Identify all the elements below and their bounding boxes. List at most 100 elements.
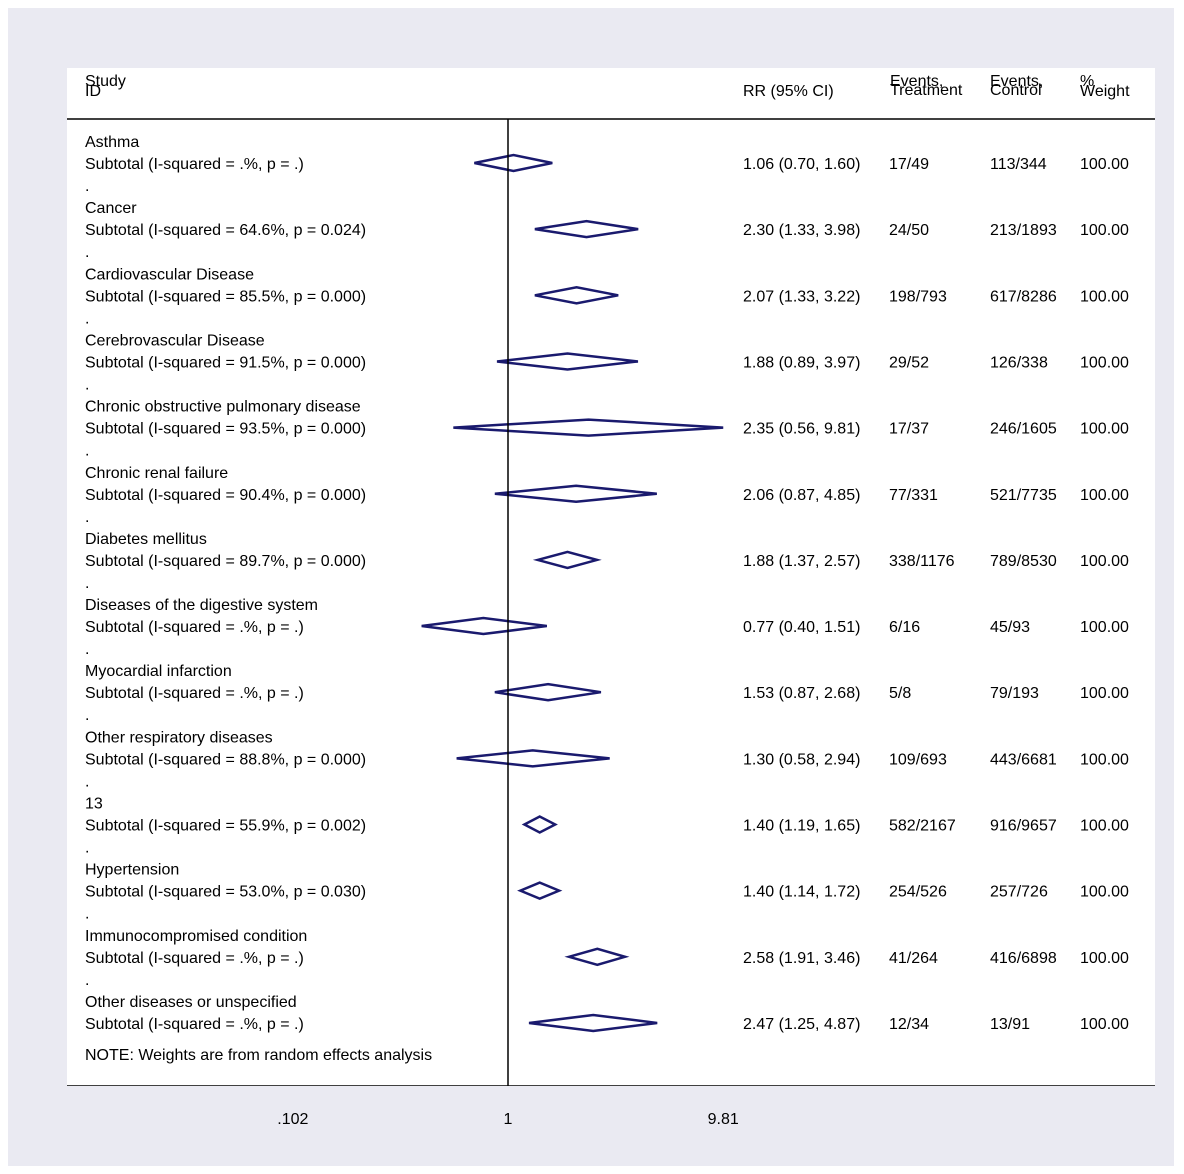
weight-value: 100.00: [1080, 685, 1129, 702]
rr-ci-value: 1.88 (1.37, 2.57): [743, 553, 860, 570]
header-events-treatment-1: Events,: [890, 73, 943, 90]
x-axis-tick-label: 1: [504, 1111, 513, 1128]
rr-ci-value: 1.30 (0.58, 2.94): [743, 751, 860, 768]
events-control-value: 521/7735: [990, 487, 1057, 504]
events-treatment-value: 254/526: [889, 884, 947, 901]
weight-value: 100.00: [1080, 156, 1129, 173]
weight-value: 100.00: [1080, 288, 1129, 305]
subtotal-label: Subtotal (I-squared = 64.6%, p = 0.024): [85, 222, 366, 239]
header-events-control-1: Events,: [990, 73, 1043, 90]
weight-value: 100.00: [1080, 222, 1129, 239]
events-treatment-value: 17/49: [889, 156, 929, 173]
row-separator: .: [85, 972, 89, 989]
events-control-value: 213/1893: [990, 222, 1057, 239]
pooled-diamond: [494, 682, 602, 702]
subtotal-label: Subtotal (I-squared = 89.7%, p = 0.000): [85, 553, 366, 570]
subgroup-10: Other respiratory diseases Subtotal (I-sq…: [85, 729, 1129, 790]
header-rr: RR (95% CI): [743, 83, 834, 100]
subgroup-3: Cardiovascular Disease Subtotal (I-square…: [85, 266, 1129, 327]
subgroup-rows: Asthma Subtotal (I-squared = .%, p = .) 1.…: [85, 134, 1129, 1033]
subgroup-9: Myocardial infarction Subtotal (I-squared…: [85, 663, 1129, 724]
events-control-value: 257/726: [990, 884, 1048, 901]
x-axis-tick-label: 9.81: [708, 1111, 739, 1128]
subgroup-14: Other diseases or unspecified Subtotal (I…: [85, 994, 1129, 1033]
events-treatment-value: 109/693: [889, 751, 947, 768]
subgroup-5: Chronic obstructive pulmonary disease Sub…: [85, 399, 1129, 460]
pooled-diamond: [453, 418, 724, 437]
subtotal-label: Subtotal (I-squared = .%, p = .): [85, 950, 304, 967]
weight-value: 100.00: [1080, 1016, 1129, 1033]
row-separator: .: [85, 840, 89, 857]
weight-value: 100.00: [1080, 818, 1129, 835]
pooled-diamond: [456, 749, 610, 768]
events-treatment-value: 77/331: [889, 487, 938, 504]
subtotal-label: Subtotal (I-squared = 55.9%, p = 0.002): [85, 818, 366, 835]
header-id: ID: [85, 83, 101, 100]
subgroup-11: 13 Subtotal (I-squared = 55.9%, p = 0.002…: [85, 796, 1129, 857]
subgroup-7: Diabetes mellitus Subtotal (I-squared = 8…: [85, 531, 1129, 592]
events-treatment-value: 5/8: [889, 685, 911, 702]
subtotal-label: Subtotal (I-squared = 91.5%, p = 0.000): [85, 354, 366, 371]
pooled-diamond: [474, 153, 553, 173]
subtotal-label: Subtotal (I-squared = .%, p = .): [85, 685, 304, 702]
rr-ci-value: 1.40 (1.19, 1.65): [743, 818, 860, 835]
pooled-diamond: [528, 1013, 658, 1033]
subgroup-name: Chronic renal failure: [85, 465, 228, 482]
row-separator: .: [85, 310, 89, 327]
subgroup-4: Cerebrovascular Disease Subtotal (I-squar…: [85, 332, 1129, 393]
pooled-diamond: [534, 219, 639, 239]
weight-value: 100.00: [1080, 487, 1129, 504]
events-control-value: 113/344: [990, 156, 1047, 173]
chart-frame: Study ID RR (95% CI) Events, Treatment E…: [8, 8, 1174, 1166]
weights-note: NOTE: Weights are from random effects an…: [85, 1047, 432, 1064]
row-separator: .: [85, 443, 89, 460]
subtotal-label: Subtotal (I-squared = 88.8%, p = 0.000): [85, 751, 366, 768]
subgroup-name: Hypertension: [85, 862, 179, 879]
subtotal-label: Subtotal (I-squared = 85.5%, p = 0.000): [85, 288, 366, 305]
row-separator: .: [85, 707, 89, 724]
subgroup-8: Diseases of the digestive system Subtotal…: [85, 597, 1129, 658]
subtotal-label: Subtotal (I-squared = 90.4%, p = 0.000): [85, 487, 366, 504]
weight-value: 100.00: [1080, 751, 1129, 768]
subgroup-1: Asthma Subtotal (I-squared = .%, p = .) 1.…: [85, 134, 1129, 195]
pooled-diamond: [564, 947, 630, 967]
rr-ci-value: 2.06 (0.87, 4.85): [743, 487, 860, 504]
row-separator: .: [85, 244, 89, 261]
events-treatment-value: 24/50: [889, 222, 929, 239]
subgroup-name: Immunocompromised condition: [85, 928, 307, 945]
events-control-value: 13/91: [990, 1016, 1030, 1033]
header-weight-2: Weight: [1080, 83, 1130, 100]
column-headers: Study ID RR (95% CI) Events, Treatment E…: [85, 73, 1130, 100]
weight-value: 100.00: [1080, 884, 1129, 901]
events-control-value: 246/1605: [990, 421, 1057, 438]
events-control-value: 617/8286: [990, 288, 1057, 305]
subtotal-label: Subtotal (I-squared = 93.5%, p = 0.000): [85, 421, 366, 438]
events-treatment-value: 338/1176: [889, 553, 955, 570]
pooled-diamond: [421, 616, 547, 636]
events-treatment-value: 198/793: [889, 288, 947, 305]
rr-ci-value: 0.77 (0.40, 1.51): [743, 619, 860, 636]
rr-ci-value: 2.07 (1.33, 3.22): [743, 288, 860, 305]
header-events-control-2: Control: [990, 82, 1042, 99]
pooled-diamond: [496, 352, 639, 371]
events-control-value: 79/193: [990, 685, 1039, 702]
subgroup-name: Cancer: [85, 200, 137, 217]
subtotal-label: Subtotal (I-squared = .%, p = .): [85, 156, 304, 173]
row-separator: .: [85, 575, 89, 592]
events-control-value: 443/6681: [990, 751, 1057, 768]
pooled-diamond: [534, 286, 619, 305]
rr-ci-value: 1.06 (0.70, 1.60): [743, 156, 860, 173]
events-treatment-value: 6/16: [889, 619, 920, 636]
subgroup-12: Hypertension Subtotal (I-squared = 53.0%,…: [85, 862, 1129, 923]
subgroup-name: Myocardial infarction: [85, 663, 232, 680]
rr-ci-value: 2.35 (0.56, 9.81): [743, 421, 860, 438]
row-separator: .: [85, 178, 89, 195]
subtotal-label: Subtotal (I-squared = .%, p = .): [85, 619, 304, 636]
events-control-value: 45/93: [990, 619, 1030, 636]
row-separator: .: [85, 641, 89, 658]
subgroup-name: Diseases of the digestive system: [85, 597, 318, 614]
events-treatment-value: 582/2167: [889, 818, 956, 835]
weight-value: 100.00: [1080, 553, 1129, 570]
forest-plot: Study ID RR (95% CI) Events, Treatment E…: [67, 73, 1155, 1086]
events-treatment-value: 29/52: [889, 354, 929, 371]
